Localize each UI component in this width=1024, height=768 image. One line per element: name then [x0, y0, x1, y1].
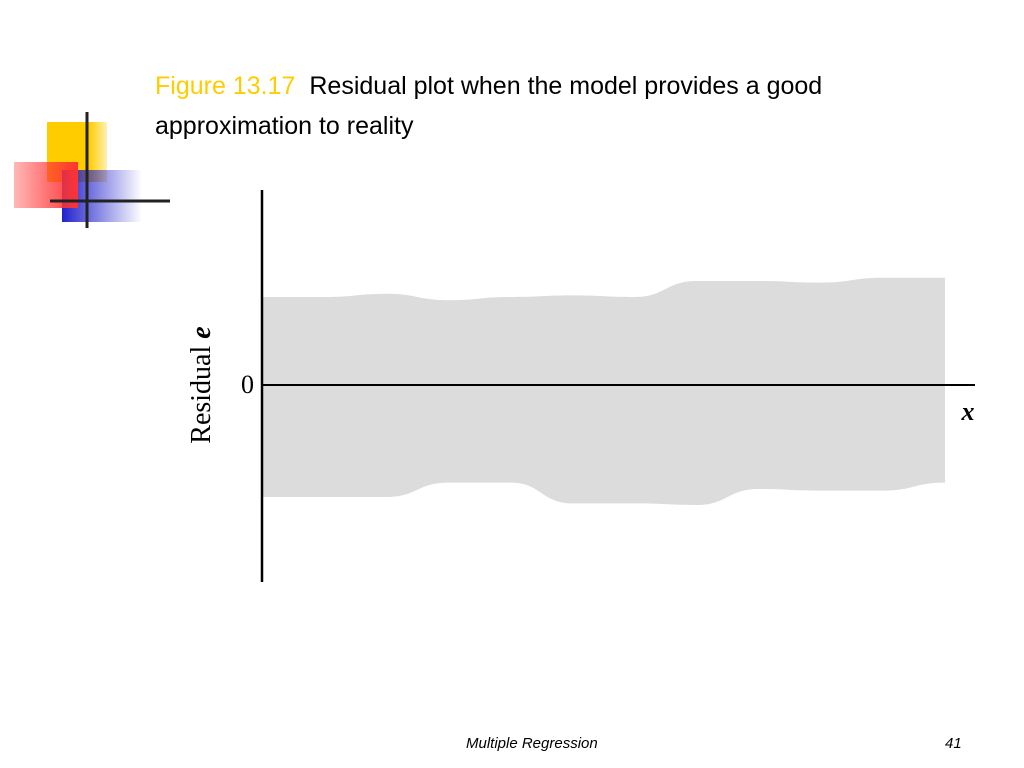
- x-axis-label: x: [961, 397, 975, 426]
- footer-title: Multiple Regression: [466, 735, 598, 752]
- residual-band: [262, 277, 945, 505]
- y-tick-label: 0: [241, 370, 254, 399]
- figure-caption: Residual plot when the model provides a …: [155, 72, 823, 140]
- y-axis-label-text: Residual: [186, 346, 217, 444]
- figure-number: Figure 13.17: [155, 72, 296, 100]
- y-axis-label-variable: e: [186, 326, 217, 338]
- page-number: 41: [945, 735, 962, 752]
- slide-title: Figure 13.17 Residual plot when the model…: [155, 66, 975, 146]
- y-axis-label: Residual e: [186, 326, 217, 443]
- slide-logo-decoration: [14, 112, 170, 228]
- residual-plot: 0 x Residual e: [186, 190, 975, 582]
